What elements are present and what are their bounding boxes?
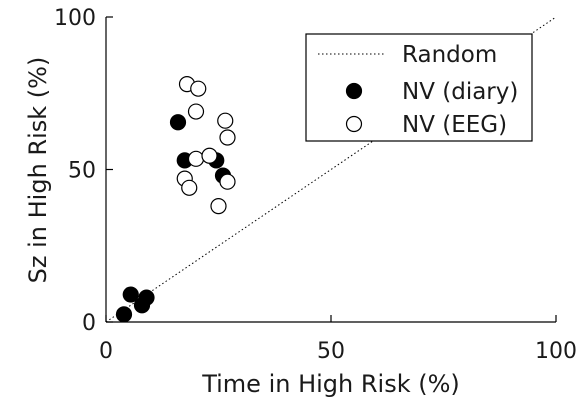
data-point-nv-eeg — [210, 198, 227, 215]
x-tick-label: 50 — [317, 339, 345, 364]
data-point-nv-eeg — [187, 150, 205, 167]
legend-label-nv-eeg: NV (EEG) — [402, 112, 507, 138]
x-axis-ticks: 0 50 100 — [99, 315, 577, 364]
y-tick-label: 50 — [68, 159, 96, 184]
data-point-nv-diary — [138, 289, 155, 306]
legend-label-random: Random — [402, 42, 497, 68]
legend-swatch-nv-eeg — [345, 115, 363, 133]
data-point-nv-eeg — [219, 173, 236, 190]
x-tick-label: 100 — [535, 339, 577, 364]
y-tick-label: 0 — [82, 311, 96, 336]
data-point-nv-eeg — [190, 80, 207, 97]
legend-swatch-nv-diary — [345, 82, 363, 100]
data-point-nv-eeg — [201, 147, 218, 164]
legend: Random NV (diary) NV (EEG) — [305, 33, 533, 142]
data-points — [115, 75, 236, 323]
data-point-nv-diary — [115, 306, 133, 323]
data-point-nv-eeg — [217, 112, 234, 129]
data-point-nv-eeg — [187, 103, 205, 120]
y-tick-label: 100 — [54, 6, 96, 31]
legend-box — [305, 33, 533, 142]
data-point-nv-diary — [122, 286, 139, 303]
data-point-nv-diary — [169, 114, 187, 131]
data-point-nv-eeg — [219, 129, 236, 146]
x-axis-label: Time in High Risk (%) — [201, 370, 460, 398]
x-tick-label: 0 — [99, 339, 113, 364]
y-axis-ticks: 0 50 100 — [54, 6, 113, 336]
data-point-nv-eeg — [181, 179, 198, 196]
y-axis-label: Sz in High Risk (%) — [24, 57, 52, 284]
legend-label-nv-diary: NV (diary) — [402, 79, 518, 105]
